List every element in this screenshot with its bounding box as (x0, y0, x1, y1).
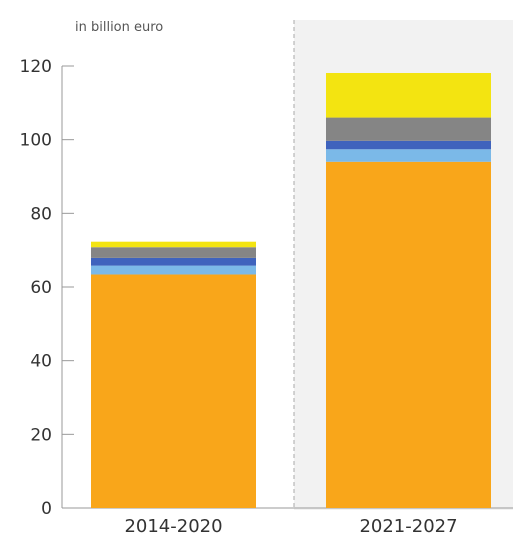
x-tick-label: 2014-2020 (124, 516, 222, 537)
unit-label: in billion euro (75, 20, 163, 35)
bar-segment-2021-2027-s3 (326, 140, 491, 150)
x-tick-label: 2021-2027 (359, 516, 457, 537)
bar-segment-2021-2027-s4 (326, 117, 491, 141)
y-tick-label: 20 (30, 425, 52, 445)
y-axis-ticks: 0 20 40 60 80 100 120 (20, 57, 74, 519)
y-tick-label: 100 (20, 131, 52, 151)
bar-segment-2014-2020-s2 (91, 265, 256, 275)
bars (91, 72, 491, 508)
bar-segment-2021-2027-s5 (326, 72, 491, 118)
y-tick-label: 80 (30, 204, 52, 224)
bar-segment-2021-2027-s2 (326, 149, 491, 162)
bar-segment-2014-2020-s1 (91, 274, 256, 508)
bar-segment-2014-2020-s5 (91, 241, 256, 248)
bar-segment-2021-2027-s1 (326, 161, 491, 508)
y-tick-label: 0 (41, 499, 52, 519)
bar-segment-2014-2020-s4 (91, 247, 256, 258)
y-tick-label: 120 (20, 57, 52, 77)
y-tick-label: 60 (30, 278, 52, 298)
x-axis-ticks: 2014-2020 2021-2027 (124, 516, 457, 537)
bar-segment-2014-2020-s3 (91, 257, 256, 266)
y-tick-label: 40 (30, 352, 52, 372)
